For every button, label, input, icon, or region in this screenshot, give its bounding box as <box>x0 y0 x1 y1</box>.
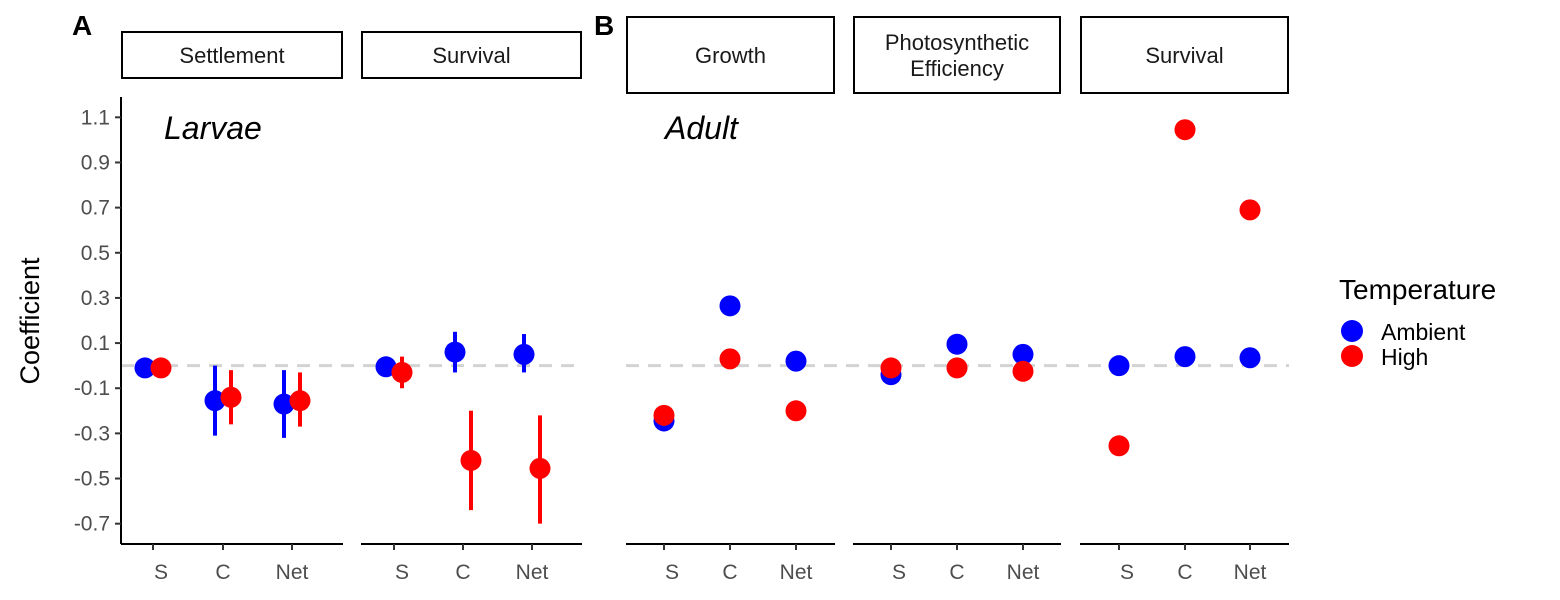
facet-strip-label-4-0: Survival <box>1145 43 1223 68</box>
point-3-high-1 <box>946 357 968 379</box>
y-tick-label-5: 0.3 <box>81 287 110 310</box>
facet-strip-3 <box>853 16 1061 94</box>
point-4-high-1 <box>1174 119 1196 141</box>
point-1-ambient-0 <box>375 356 397 378</box>
x-tick-label-3-0: S <box>892 561 906 584</box>
facet-strip-label-0-0: Settlement <box>179 43 284 68</box>
x-tick-label-1-2: Net <box>516 561 549 584</box>
facet-strip-4 <box>1080 16 1289 94</box>
point-2-high-2 <box>785 400 807 422</box>
point-3-ambient-1 <box>946 333 968 355</box>
x-tick-label-2-0: S <box>665 561 679 584</box>
point-2-high-0 <box>653 404 675 426</box>
y-tick-label-2: -0.3 <box>74 422 110 445</box>
point-2-ambient-2 <box>785 350 807 372</box>
y-tick-label-7: 0.7 <box>81 197 110 220</box>
point-1-high-0 <box>391 361 413 383</box>
point-1-high-1 <box>460 449 482 471</box>
y-tick-label-1: -0.5 <box>74 468 110 491</box>
group-label-larvae: Larvae <box>164 110 262 146</box>
point-4-high-2 <box>1239 199 1261 221</box>
y-tick-label-3: -0.1 <box>74 377 110 400</box>
facet-strip-2 <box>626 16 835 94</box>
legend-swatch-high <box>1341 345 1363 367</box>
y-tick-label-4: 0.1 <box>81 332 110 355</box>
point-4-high-0 <box>1108 435 1130 457</box>
point-1-ambient-1 <box>444 341 466 363</box>
facet-strips: Settlement Survival Growth PhotosyntheticEf… <box>121 16 1289 94</box>
point-4-ambient-2 <box>1239 347 1261 369</box>
panel-letter-b: B <box>594 10 614 41</box>
x-tick-label-4-1: C <box>1177 561 1192 584</box>
axes: -0.7 -0.5 -0.3 -0.1 0.1 0.3 0.5 0.7 0.9 1.1 S C Net S… <box>74 97 1289 584</box>
legend-label-high: High <box>1381 344 1428 370</box>
x-tick-label-2-1: C <box>722 561 737 584</box>
x-tick-label-1-1: C <box>455 561 470 584</box>
point-0-ambient-0 <box>134 357 156 379</box>
y-tick-label-8: 0.9 <box>81 151 110 174</box>
y-tick-label-6: 0.5 <box>81 242 110 265</box>
point-1-high-2 <box>529 457 551 479</box>
point-3-high-2 <box>1012 360 1034 382</box>
point-2-ambient-1 <box>719 295 741 317</box>
facet-strip-label-1-0: Survival <box>432 43 510 68</box>
legend-label-ambient: Ambient <box>1381 319 1466 345</box>
y-tick-label-0: -0.7 <box>74 513 110 536</box>
x-tick-label-4-2: Net <box>1234 561 1267 584</box>
point-0-ambient-1 <box>204 390 226 412</box>
legend-swatch-ambient <box>1341 320 1363 342</box>
panel-letter-a: A <box>72 10 92 41</box>
legend: Temperature Ambient High <box>1339 274 1496 370</box>
point-3-high-0 <box>880 357 902 379</box>
point-2-high-1 <box>719 348 741 370</box>
facet-strip-label-3-1: Efficiency <box>910 56 1004 81</box>
y-axis-title: Coefficient <box>15 257 45 385</box>
y-tick-label-9: 1.1 <box>81 106 110 129</box>
point-0-high-0 <box>150 357 172 379</box>
point-0-high-2 <box>289 390 311 412</box>
x-tick-label-2-2: Net <box>780 561 813 584</box>
x-tick-label-3-1: C <box>949 561 964 584</box>
data-marks <box>134 119 1261 524</box>
x-tick-label-1-0: S <box>395 561 409 584</box>
legend-title: Temperature <box>1339 274 1496 305</box>
facet-strip-1 <box>361 31 582 79</box>
point-0-high-1 <box>220 386 242 408</box>
x-tick-label-4-0: S <box>1120 561 1134 584</box>
x-tick-label-3-2: Net <box>1007 561 1040 584</box>
point-3-ambient-2 <box>1012 343 1034 365</box>
point-1-ambient-2 <box>513 343 535 365</box>
point-0-ambient-2 <box>273 393 295 415</box>
group-label-adult: Adult <box>663 110 739 146</box>
x-tick-label-0-0: S <box>154 561 168 584</box>
facet-strip-label-2-0: Growth <box>695 43 766 68</box>
point-4-ambient-0 <box>1108 355 1130 377</box>
facet-strip-label-3-0: Photosynthetic <box>885 30 1029 55</box>
x-tick-label-0-1: C <box>215 561 230 584</box>
x-tick-label-0-2: Net <box>276 561 309 584</box>
facet-strip-0 <box>121 31 343 79</box>
point-4-ambient-1 <box>1174 346 1196 368</box>
